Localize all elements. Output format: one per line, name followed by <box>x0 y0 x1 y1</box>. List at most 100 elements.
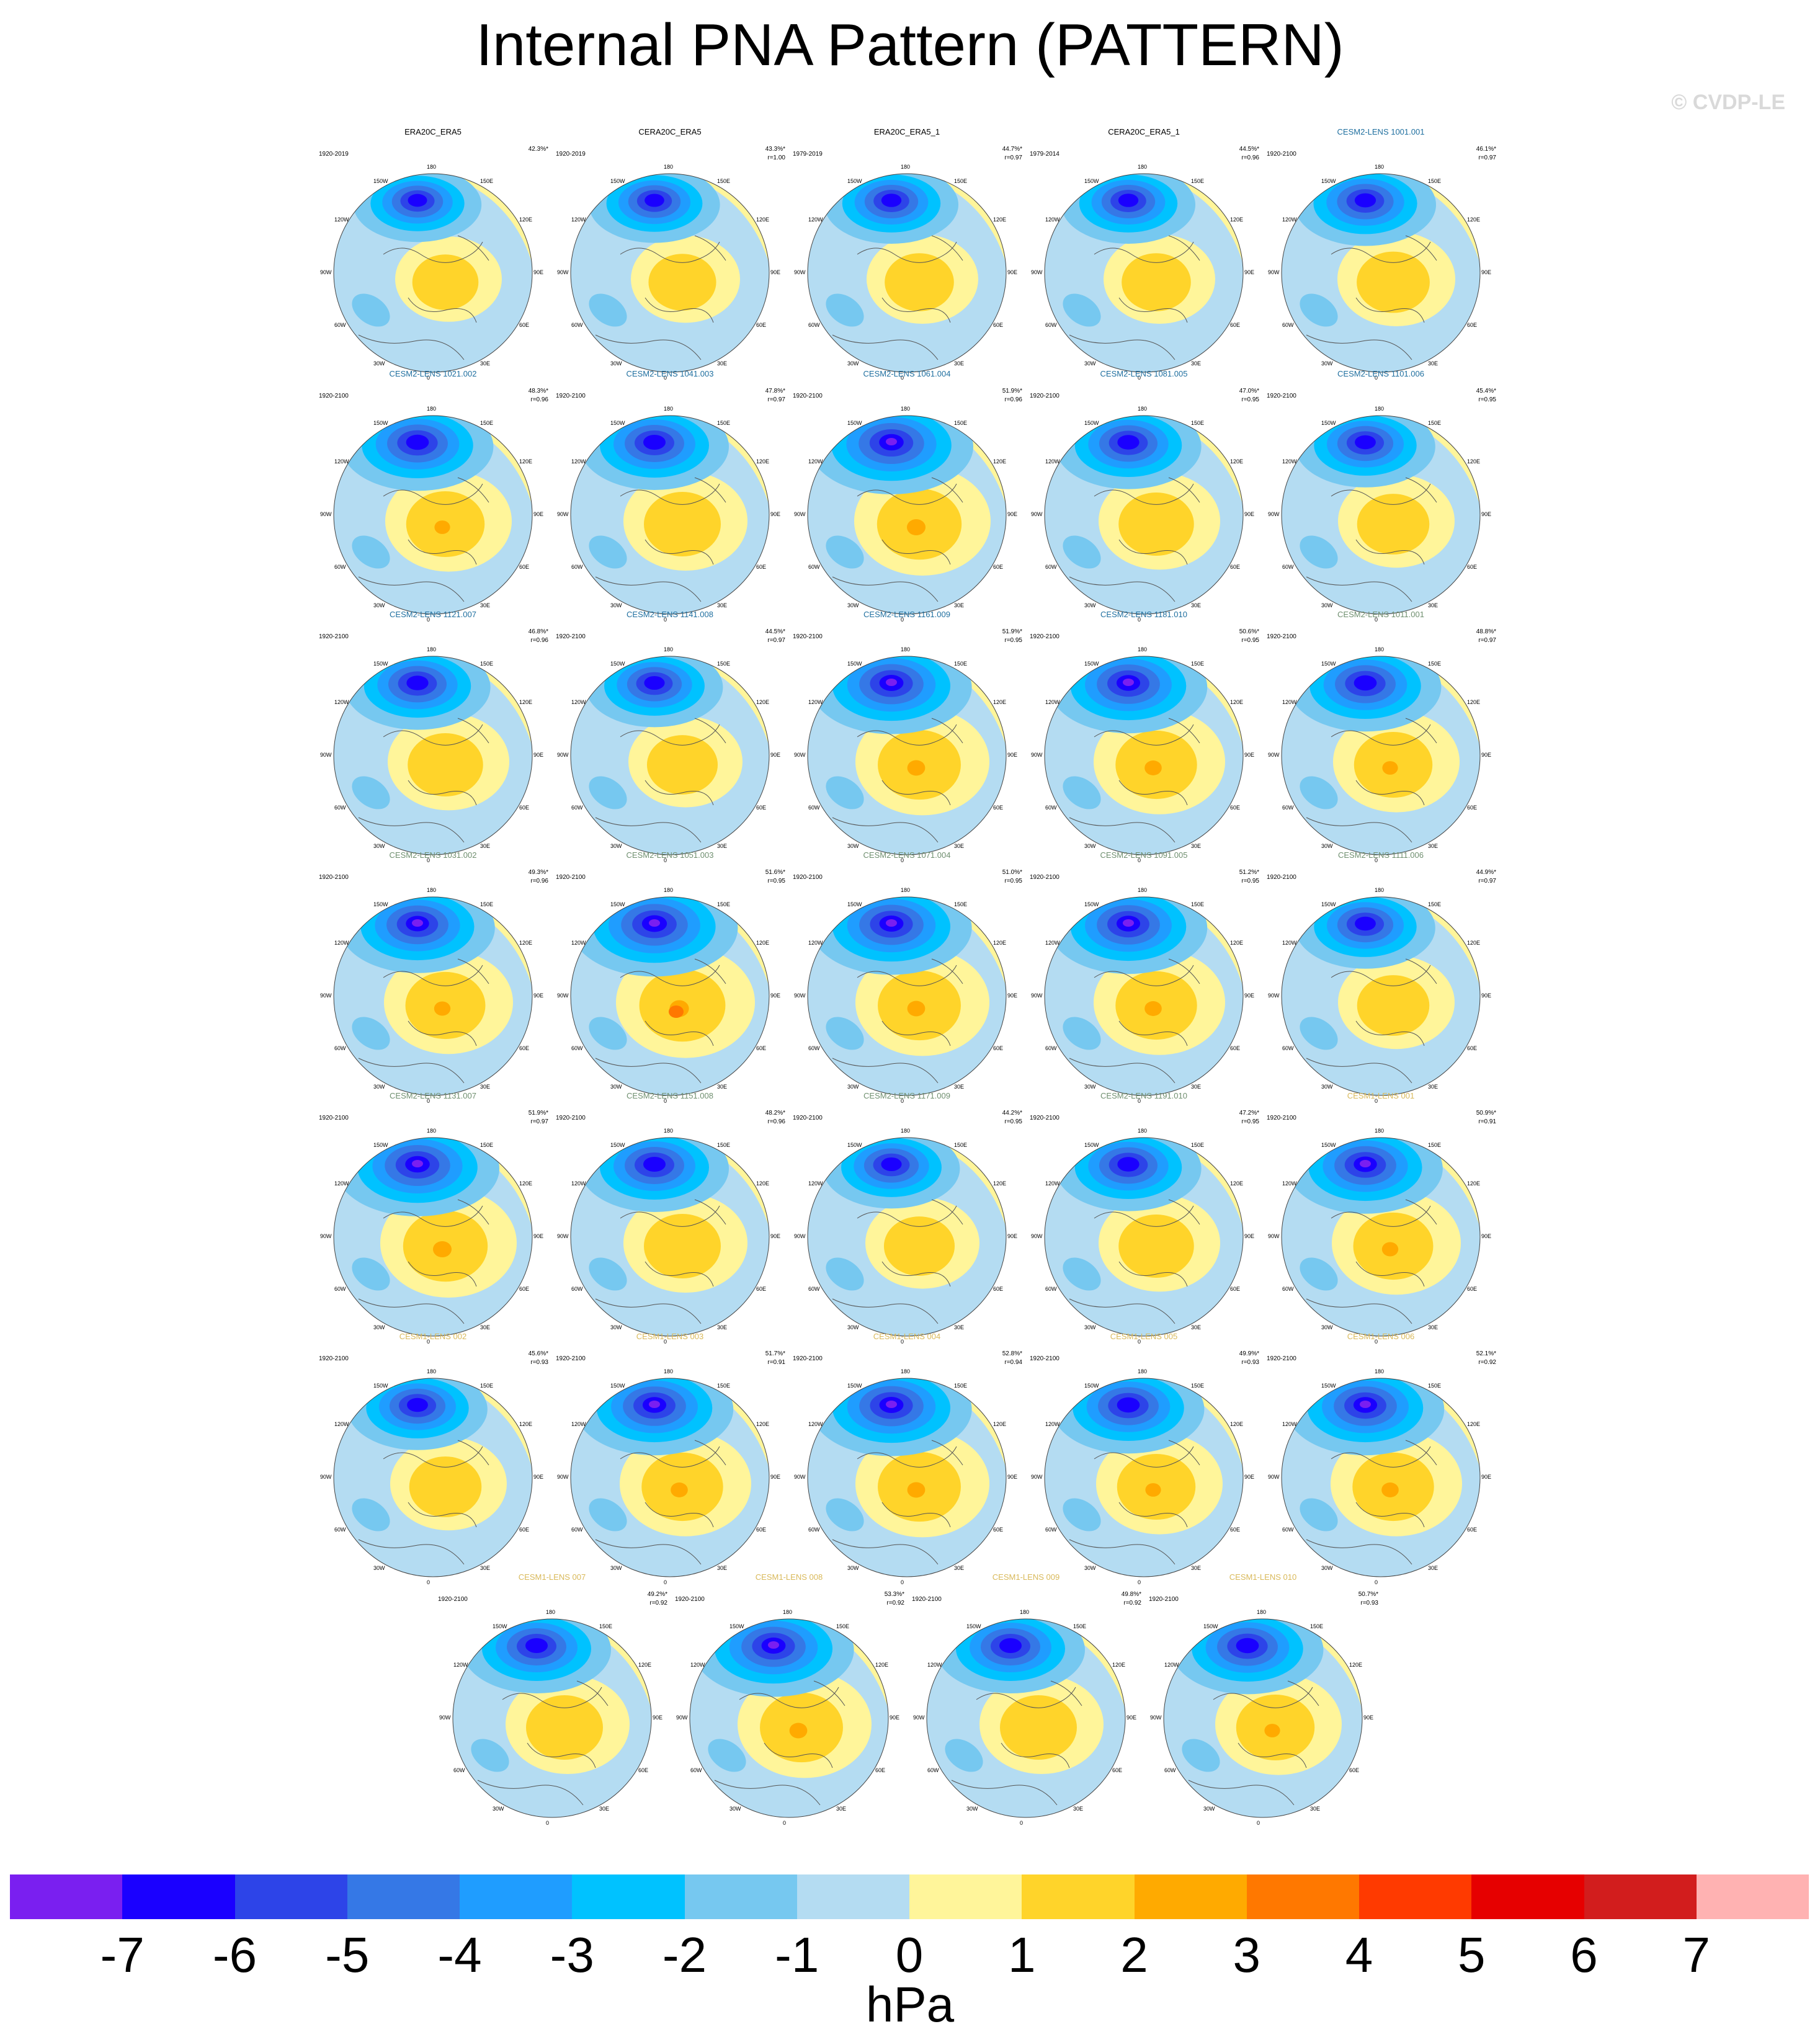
map-border <box>1281 896 1481 1096</box>
longitude-label: 30E <box>1428 1084 1439 1090</box>
longitude-label: 90E <box>770 992 781 999</box>
longitude-label: 150E <box>1191 177 1205 184</box>
longitude-label: 90E <box>770 1474 781 1480</box>
longitude-label: 30E <box>1191 843 1202 850</box>
panel-variance-explained: 47.8%* <box>765 388 785 394</box>
panel-variance-explained: 52.1%* <box>1476 1350 1496 1357</box>
longitude-label: 150E <box>1428 177 1442 184</box>
longitude-label: 0 <box>427 1579 430 1585</box>
longitude-label: 120E <box>1466 1180 1480 1187</box>
panel-years: 1920-2100 <box>1030 1355 1059 1362</box>
panel-variance-explained: 51.7%* <box>765 1350 785 1357</box>
coastline <box>1306 958 1437 1084</box>
pattern-field <box>453 1619 651 1817</box>
longitude-label: 60W <box>334 1286 346 1292</box>
longitude-label: 120W <box>571 458 586 465</box>
colorbar-tick-label: 3 <box>1233 1927 1261 1982</box>
panel-variance-explained: 50.7%* <box>1358 1591 1378 1598</box>
coastline <box>832 1440 963 1565</box>
longitude-label: 90W <box>320 752 332 758</box>
panel-title: CESM1-LENS 006 <box>1347 1332 1415 1341</box>
longitude-label: 30W <box>610 843 622 850</box>
map-border <box>333 415 533 615</box>
longitude-label: 180 <box>1375 164 1385 170</box>
longitude-label: 120E <box>1466 699 1480 705</box>
longitude-label: 90E <box>770 1233 781 1239</box>
panel-years: 1979-2014 <box>1030 151 1059 158</box>
map-border <box>807 415 1007 615</box>
longitude-label: 30E <box>954 1084 965 1090</box>
longitude-label: 30E <box>717 602 728 609</box>
longitude-label: 120E <box>756 699 769 705</box>
longitude-label: 90E <box>1007 511 1018 517</box>
polar-map <box>807 896 1007 1096</box>
coastline <box>1306 718 1437 843</box>
colorbar-swatch <box>1584 1874 1697 1919</box>
map-panel: CESM2-LENS 1011.001 1920-2100 48.8%* r=0.97… <box>1263 610 1499 863</box>
longitude-label: 120E <box>519 940 532 946</box>
panel-years: 1920-2100 <box>438 1596 468 1603</box>
polar-map <box>1281 1137 1481 1337</box>
longitude-label: 120E <box>1229 1180 1243 1187</box>
longitude-label: 150E <box>954 1141 968 1148</box>
longitude-label: 150E <box>717 177 731 184</box>
panel-variance-explained: 48.3%* <box>528 388 548 394</box>
panel-years: 1920-2100 <box>675 1596 705 1603</box>
colorbar-swatch <box>10 1874 123 1919</box>
map-panel: CESM1-LENS 009 1920-2100 49.8%* r=0.92 180 15… <box>908 1572 1144 1826</box>
polar-map <box>926 1618 1126 1818</box>
longitude-label: 150E <box>1310 1623 1324 1629</box>
longitude-label: 60W <box>1282 1527 1294 1533</box>
colorbar-swatch <box>1359 1874 1472 1919</box>
longitude-label: 150W <box>373 1141 388 1148</box>
longitude-label: 60W <box>808 1286 820 1292</box>
longitude-label: 120W <box>571 699 586 705</box>
polar-map <box>333 1378 533 1577</box>
longitude-label: 150W <box>847 1141 862 1148</box>
polar-map <box>1281 415 1481 615</box>
longitude-label: 30W <box>610 1565 622 1572</box>
longitude-label: 60W <box>808 322 820 328</box>
longitude-label: 90W <box>794 1474 806 1480</box>
colorbar-swatch <box>1471 1874 1584 1919</box>
longitude-label: 150W <box>610 660 625 667</box>
longitude-label: 30W <box>847 602 859 609</box>
longitude-label: 30W <box>1321 1565 1333 1572</box>
longitude-label: 60E <box>1466 1045 1477 1051</box>
longitude-label: 60E <box>519 1527 529 1533</box>
coastline <box>1306 1440 1437 1565</box>
panel-title: CESM2-LENS 1001.001 <box>1337 127 1425 136</box>
longitude-label: 150W <box>966 1623 981 1629</box>
panel-years: 1920-2100 <box>556 393 586 399</box>
longitude-label: 30E <box>480 602 491 609</box>
longitude-label: 180 <box>427 1368 437 1375</box>
longitude-label: 120W <box>927 1662 942 1668</box>
longitude-label: 150W <box>1084 1382 1099 1389</box>
longitude-label: 150W <box>1321 177 1336 184</box>
longitude-label: 120E <box>993 699 1006 705</box>
longitude-label: 90E <box>890 1714 900 1721</box>
longitude-label: 150E <box>717 901 731 907</box>
panel-correlation: r=0.92 <box>1123 1600 1141 1607</box>
panel-correlation: r=0.95 <box>1241 396 1259 403</box>
longitude-label: 60E <box>1229 805 1240 811</box>
polar-map <box>1044 1137 1244 1337</box>
longitude-label: 150E <box>1191 660 1205 667</box>
longitude-label: 60E <box>756 564 766 570</box>
longitude-label: 120E <box>993 940 1006 946</box>
longitude-label: 30E <box>717 1324 728 1331</box>
longitude-label: 90W <box>557 511 569 517</box>
longitude-label: 120E <box>519 1421 532 1427</box>
map-border <box>1281 415 1481 615</box>
longitude-label: 30W <box>610 1324 622 1331</box>
map-panel: CESM1-LENS 005 1920-2100 49.9%* r=0.93 180 15… <box>1026 1332 1262 1585</box>
longitude-label: 150E <box>480 660 494 667</box>
longitude-label: 60E <box>519 1045 529 1051</box>
panel-variance-explained: 46.1%* <box>1476 146 1496 153</box>
panel-title: CESM1-LENS 007 <box>518 1572 586 1582</box>
longitude-label: 60W <box>1045 322 1057 328</box>
longitude-label: 120E <box>519 458 532 465</box>
longitude-label: 60E <box>756 1527 766 1533</box>
panel-variance-explained: 44.7%* <box>1002 146 1022 153</box>
polar-map <box>1044 656 1244 855</box>
